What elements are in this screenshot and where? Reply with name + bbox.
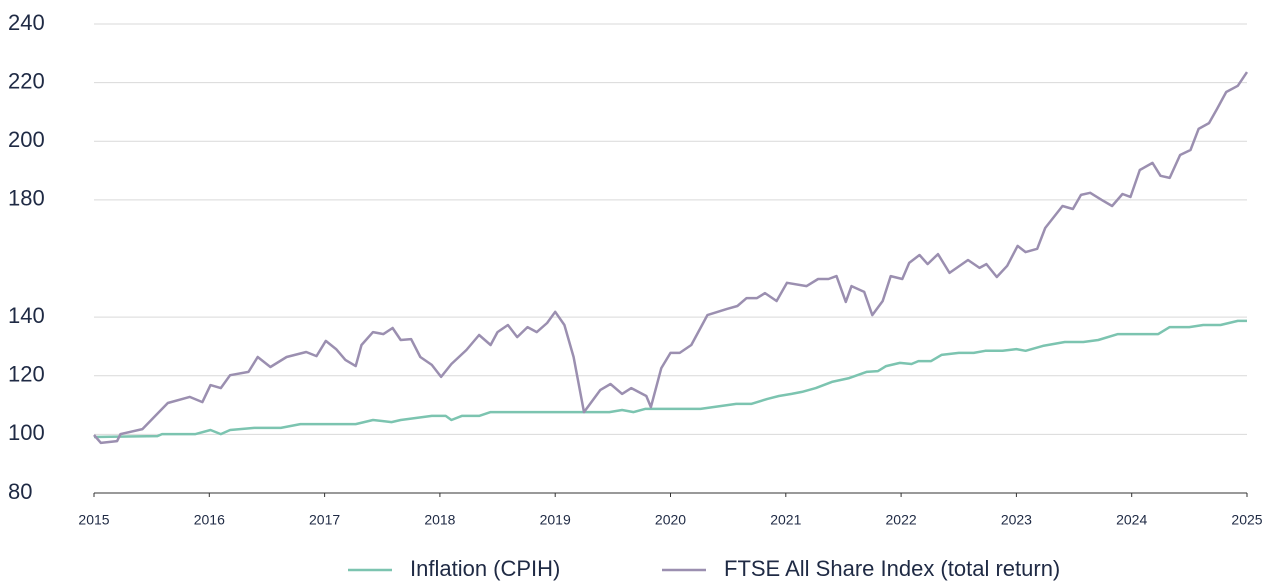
x-tick-label: 2016 bbox=[194, 512, 225, 528]
x-tick-label: 2024 bbox=[1116, 512, 1147, 528]
y-tick-label: 120 bbox=[8, 362, 45, 387]
x-tick-label: 2015 bbox=[78, 512, 109, 528]
x-tick-label: 2022 bbox=[886, 512, 917, 528]
legend-label: FTSE All Share Index (total return) bbox=[724, 556, 1060, 581]
y-tick-label: 140 bbox=[8, 303, 45, 328]
y-tick-label: 220 bbox=[8, 68, 45, 93]
y-tick-label: 180 bbox=[8, 186, 45, 211]
series-line bbox=[93, 71, 1249, 445]
x-tick-label: 2023 bbox=[1001, 512, 1032, 528]
legend-label: Inflation (CPIH) bbox=[410, 556, 560, 581]
x-tick-label: 2017 bbox=[309, 512, 340, 528]
x-tick-label: 2018 bbox=[424, 512, 455, 528]
x-tick-label: 2025 bbox=[1231, 512, 1262, 528]
x-tick-label: 2021 bbox=[770, 512, 801, 528]
y-tick-label: 100 bbox=[8, 420, 45, 445]
y-tick-label: 200 bbox=[8, 127, 45, 152]
y-tick-label: 240 bbox=[8, 10, 45, 35]
x-tick-label: 2020 bbox=[655, 512, 686, 528]
series-line bbox=[93, 319, 1247, 439]
x-tick-label: 2019 bbox=[540, 512, 571, 528]
y-tick-label: 80 bbox=[8, 479, 32, 504]
